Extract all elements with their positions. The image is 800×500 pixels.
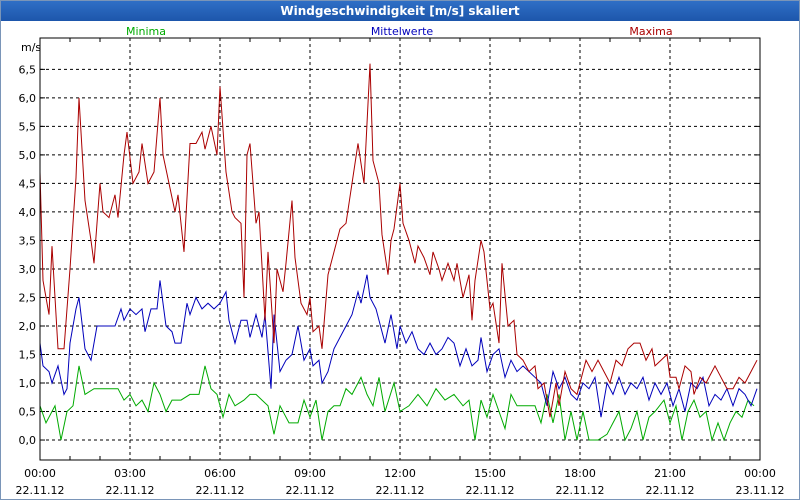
- y-axis-label: m/s: [21, 41, 41, 54]
- x-tick-time: 09:00: [294, 467, 326, 480]
- series-line-maxima: [39, 63, 758, 418]
- y-tick-label: 6,5: [19, 63, 37, 76]
- chart-title: Windgeschwindigkeit [m/s] skaliert: [1, 1, 799, 21]
- x-tick-time: 06:00: [204, 467, 236, 480]
- y-tick-label: 0,5: [19, 406, 37, 419]
- y-tick-label: 4,0: [19, 206, 37, 219]
- x-tick-date: 22.11.12: [106, 484, 155, 497]
- x-tick-time: 00:00: [24, 467, 56, 480]
- x-tick-time: 03:00: [114, 467, 146, 480]
- x-tick-date: 22.11.12: [556, 484, 605, 497]
- series-line-mittelwerte: [39, 274, 758, 418]
- grid: [40, 38, 760, 460]
- series-lines: [39, 63, 758, 442]
- y-tick-label: 1,5: [19, 349, 37, 362]
- y-tick-label: 2,5: [19, 291, 37, 304]
- y-tick-label: 6,0: [19, 92, 37, 105]
- x-tick-time: 15:00: [474, 467, 506, 480]
- x-tick-date: 22.11.12: [376, 484, 425, 497]
- x-tick-date: 22.11.12: [196, 484, 245, 497]
- plot-area: [39, 37, 761, 461]
- y-tick-label: 0,0: [19, 434, 37, 447]
- legend-maxima: Maxima: [629, 25, 672, 38]
- y-tick-labels: 0,0 0,5 1,0 1,5 2,0 2,5 3,0 3,5 4,0 4,5 5,0 5,5 6,0 6…: [19, 63, 37, 447]
- legend-minima: Minima: [126, 25, 166, 38]
- y-tick-label: 2,0: [19, 320, 37, 333]
- x-tick-date: 23.11.12: [736, 484, 785, 497]
- x-tick-time: 21:00: [654, 467, 686, 480]
- legend-mittelwerte: Mittelwerte: [371, 25, 434, 38]
- x-tick-date: 22.11.12: [16, 484, 65, 497]
- y-tick-label: 4,5: [19, 177, 37, 190]
- y-tick-label: 5,0: [19, 149, 37, 162]
- y-tick-label: 1,0: [19, 377, 37, 390]
- y-tick-label: 5,5: [19, 120, 37, 133]
- x-tick-time: 12:00: [384, 467, 416, 480]
- x-tick-time: 00:00: [744, 467, 776, 480]
- x-tick-date: 22.11.12: [466, 484, 515, 497]
- legend: Minima Mittelwerte Maxima: [126, 25, 673, 38]
- x-tick-date: 22.11.12: [646, 484, 695, 497]
- x-tick-time: 18:00: [564, 467, 596, 480]
- x-tick-date: 22.11.12: [286, 484, 335, 497]
- y-tick-label: 3,5: [19, 234, 37, 247]
- series-line-minima: [39, 365, 755, 442]
- y-tick-label: 3,0: [19, 263, 37, 276]
- x-tick-labels: 00:00 22.11.12 03:00 22.11.12 06:00 22.11.12 0…: [16, 467, 785, 497]
